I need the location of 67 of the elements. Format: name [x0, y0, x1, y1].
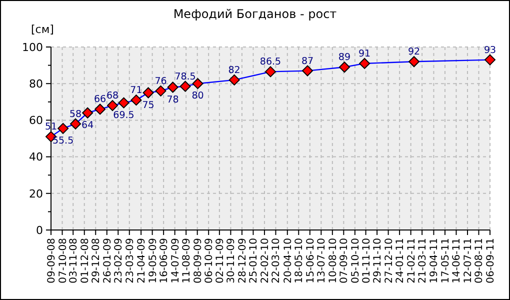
data-label: 58 — [69, 108, 82, 120]
x-tick-label: 12-07-11 — [462, 238, 474, 284]
x-tick-label: 19-04-11 — [429, 238, 440, 284]
data-label: 93 — [484, 44, 496, 56]
x-tick-label: 01-12-08 — [80, 238, 91, 284]
x-tick-label: 29-12-08 — [91, 238, 102, 284]
y-tick-label: 40 — [29, 150, 43, 164]
x-tick-label: 20-04-10 — [282, 238, 294, 284]
y-tick-label: 0 — [36, 224, 43, 237]
data-label: 76 — [154, 76, 167, 87]
data-label: 91 — [358, 48, 371, 60]
x-tick-label: 06-09-11 — [486, 238, 496, 284]
x-tick-label: 08-09-09 — [192, 238, 204, 284]
data-label: 78.5 — [174, 71, 196, 82]
data-label: 68 — [106, 90, 119, 102]
data-label: 89 — [338, 52, 351, 64]
chart-title: Мефодий Богданов - рост — [173, 7, 337, 21]
x-tick-label: 07-10-08 — [58, 238, 69, 284]
x-tick-label: 21-04-09 — [136, 238, 148, 284]
x-tick-label: 15-06-10 — [305, 238, 316, 284]
x-tick-label: 18-05-10 — [294, 238, 306, 284]
x-tick-label: 05-10-10 — [350, 238, 362, 284]
data-label: 92 — [408, 46, 420, 58]
x-tick-label: 11-08-09 — [182, 238, 193, 284]
data-label: 80 — [192, 90, 204, 102]
x-tick-label: 30-11-09 — [226, 238, 238, 284]
x-tick-label: 27-12-10 — [384, 238, 395, 284]
x-tick-label: 22-03-10 — [271, 238, 282, 284]
data-label: 55.5 — [52, 135, 74, 146]
x-tick-label: 13-07-10 — [316, 238, 328, 284]
x-tick-label: 21-03-11 — [418, 238, 429, 284]
x-tick-label: 10-08-10 — [328, 238, 339, 284]
data-label: 87 — [301, 56, 314, 67]
y-tick-label: 100 — [22, 40, 43, 54]
x-tick-label: 09-09-08 — [46, 238, 58, 284]
x-tick-label: 26-01-09 — [102, 238, 114, 284]
x-tick-label: 06-10-09 — [204, 238, 216, 284]
data-label: 71 — [130, 85, 142, 96]
y-axis-title: [см] — [31, 23, 54, 36]
x-tick-label: 24-01-11 — [395, 238, 406, 284]
y-tick-label: 80 — [29, 77, 43, 90]
x-tick-label: 16-06-09 — [159, 238, 170, 284]
data-label: 66 — [94, 94, 106, 106]
data-label: 64 — [82, 120, 94, 131]
data-label: 69.5 — [113, 110, 134, 121]
x-tick-label: 17-05-11 — [440, 238, 452, 284]
x-tick-label: 14-07-09 — [170, 238, 182, 284]
x-tick-label: 19-05-09 — [148, 238, 159, 284]
data-label: 78 — [166, 94, 179, 106]
x-tick-label: 01-11-10 — [361, 238, 372, 284]
x-tick-label: 21-02-11 — [406, 238, 418, 284]
y-tick-label: 20 — [29, 187, 43, 200]
x-tick-label: 23-03-09 — [124, 238, 136, 284]
x-tick-label: 03-11-08 — [68, 238, 80, 284]
x-tick-label: 28-12-09 — [237, 238, 248, 284]
data-label: 82 — [228, 64, 240, 76]
x-tick-label: 14-06-11 — [452, 238, 463, 284]
x-tick-label: 25-01-10 — [248, 238, 260, 284]
x-tick-label: 29-11-10 — [372, 238, 384, 284]
x-tick-label: 22-02-10 — [260, 238, 271, 284]
x-tick-label: 07-09-10 — [339, 238, 350, 284]
x-tick-label: 09-08-11 — [474, 238, 486, 284]
data-label: 86.5 — [260, 56, 282, 68]
x-tick-label: 23-02-09 — [114, 238, 125, 284]
x-tick-label: 02-11-09 — [214, 238, 226, 284]
data-label: 75 — [142, 100, 154, 111]
y-tick-label: 60 — [29, 114, 43, 128]
